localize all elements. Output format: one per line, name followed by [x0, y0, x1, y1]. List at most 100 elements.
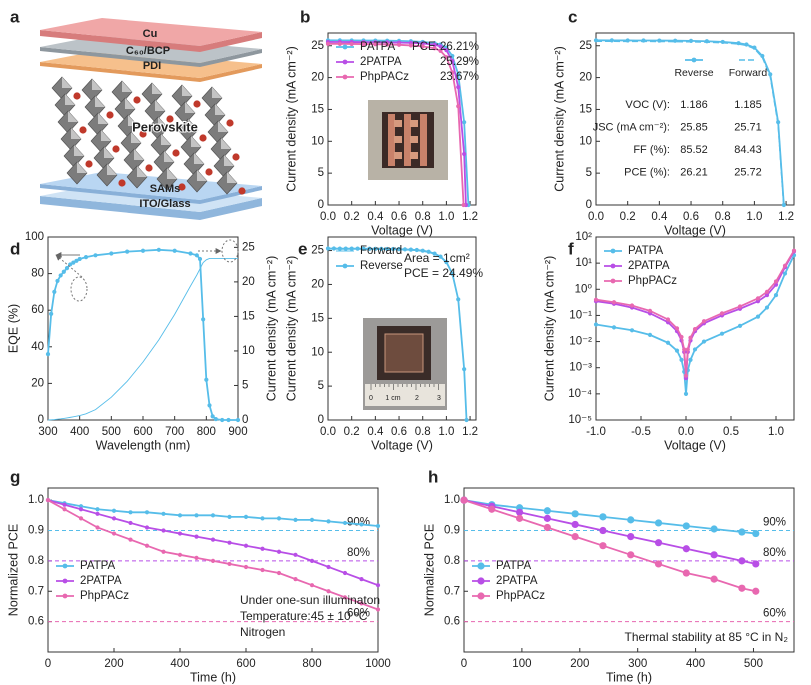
data-point: [683, 391, 689, 396]
y-tick-label: 0.9: [28, 525, 44, 537]
data-point: [764, 305, 770, 310]
data-point: [462, 120, 467, 125]
data-point: [692, 326, 698, 332]
data-point: [326, 589, 331, 594]
octahedron-face: [212, 87, 222, 98]
data-point: [420, 248, 425, 253]
annotation: Under one-sun illuminaton: [240, 593, 380, 607]
legend-swatch-marker: [342, 59, 348, 65]
x-tick-label: 300: [38, 426, 57, 438]
legend-label: 2PATPA: [496, 575, 538, 587]
data-point: [450, 58, 455, 64]
data-point: [359, 577, 364, 582]
legend-swatch-marker: [477, 562, 485, 570]
octahedron-face: [128, 115, 138, 126]
x-axis-label: Wavelength (nm): [96, 438, 191, 452]
data-point: [276, 549, 282, 554]
data-point: [782, 271, 788, 276]
legend-label: PhpPACz: [628, 275, 677, 287]
y-tick-label: 10²: [575, 231, 592, 243]
data-point: [737, 304, 743, 309]
data-point: [194, 253, 199, 258]
data-point: [515, 508, 524, 516]
octahedron-face: [71, 128, 81, 139]
data-point: [161, 549, 166, 554]
y-tick-label: 10⁻⁴: [568, 388, 592, 400]
data-point: [673, 38, 678, 43]
data-point: [611, 300, 617, 305]
callout-arrow: [55, 254, 83, 278]
data-point: [444, 48, 449, 53]
table-cell: 26.21: [680, 166, 708, 178]
y2-axis-label: Current density (mA cm⁻²): [264, 256, 278, 402]
inset-active-area: [384, 333, 424, 373]
x-tick-label: 0: [45, 658, 51, 670]
data-point: [111, 516, 117, 521]
data-point: [571, 510, 579, 518]
data-point: [49, 311, 54, 316]
data-point: [432, 42, 437, 47]
data-point: [156, 247, 161, 252]
x-axis-label: Voltage (V): [664, 223, 726, 237]
layer-side: [40, 184, 200, 204]
x-tick-label: 100: [512, 658, 531, 670]
y-tick-label: 1.0: [28, 494, 44, 506]
octahedron-face: [92, 79, 102, 90]
y-tick-label: 0.8: [28, 555, 44, 567]
x-tick-label: 700: [165, 426, 184, 438]
data-point: [83, 255, 89, 260]
x-tick-label: 0.8: [415, 211, 431, 223]
legend-swatch-marker: [477, 577, 485, 585]
inset-pad: [394, 152, 402, 159]
inset-pad: [394, 120, 402, 127]
octahedron-face: [65, 94, 75, 105]
data-point: [111, 508, 117, 513]
data-point: [682, 545, 690, 553]
y-tick-label: 0: [318, 414, 324, 426]
data-point: [58, 273, 63, 278]
cation: [238, 187, 246, 195]
x-tick-label: 1.0: [438, 211, 454, 223]
y-tick-label: 20: [579, 72, 592, 84]
plot-frame: [327, 32, 477, 206]
series-line: [47, 248, 238, 421]
y-tick-label: 1.0: [444, 494, 460, 506]
legend-label: PhpPACz: [496, 590, 545, 602]
x-tick-label: 800: [302, 658, 321, 670]
x-tick-label: 600: [236, 658, 255, 670]
layer-top: [40, 18, 262, 46]
data-point: [571, 520, 579, 529]
y-tick-label: 10: [579, 135, 592, 147]
y-tick-label: 0: [38, 414, 44, 426]
data-point: [325, 246, 331, 251]
data-point: [682, 569, 690, 577]
inset-electrode: [388, 114, 395, 166]
data-point: [95, 525, 100, 530]
legend-swatch-marker: [477, 592, 485, 600]
y-tick-label: 80: [31, 268, 44, 280]
legend-swatch-marker: [691, 57, 697, 63]
data-point: [331, 246, 337, 251]
series-line: [595, 254, 795, 394]
series-line: [595, 251, 795, 379]
x-tick-label: 500: [102, 426, 121, 438]
data-point: [367, 246, 372, 251]
data-point: [444, 55, 449, 60]
data-point: [682, 522, 690, 530]
x-axis-label: Time (h): [606, 670, 652, 684]
data-point: [235, 417, 241, 423]
data-point: [293, 552, 298, 557]
data-point: [464, 417, 469, 423]
data-point: [342, 595, 348, 600]
ruler-label: 0: [369, 395, 373, 402]
data-point: [172, 248, 177, 253]
data-point: [674, 326, 680, 331]
data-point: [77, 256, 82, 262]
x-tick-label: 1.0: [438, 426, 454, 438]
data-point: [325, 41, 331, 46]
data-point: [188, 251, 193, 256]
data-point: [674, 348, 680, 353]
legend-label: 2PATPA: [360, 56, 402, 68]
data-point: [243, 564, 249, 570]
